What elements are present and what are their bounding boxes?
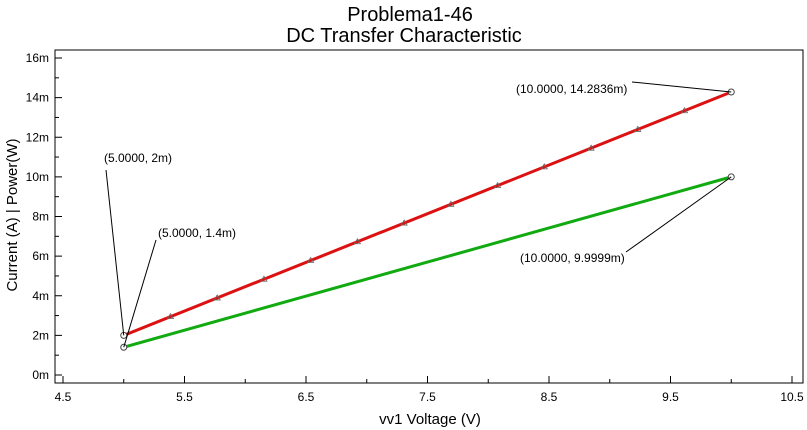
chart-title: Problema1-46 <box>347 4 473 26</box>
series-marker <box>260 275 268 282</box>
y-tick-label: 16m <box>26 51 49 65</box>
annotation-leader <box>123 239 157 348</box>
plot-area <box>54 49 804 384</box>
series-marker <box>493 181 502 189</box>
annotation-layer: (10.0000, 14.2836m) (5.0000, 2m) (5.0000, … <box>104 81 732 348</box>
x-tick-label: 10.5 <box>780 390 804 404</box>
series-line-1 <box>123 90 732 337</box>
x-tick-label: 6.5 <box>298 390 315 404</box>
series-marker <box>213 294 221 301</box>
annotation-leader <box>625 176 732 253</box>
series-marker <box>306 256 315 263</box>
x-axis-label: vv1 Voltage (V) <box>379 411 481 428</box>
y-tick-label: 10m <box>26 170 49 184</box>
series-marker <box>400 219 408 226</box>
y-tick-label: 4m <box>32 289 49 303</box>
annotation-leader <box>631 81 732 93</box>
series-marker <box>587 144 595 151</box>
x-tick-label: 7.5 <box>419 390 436 404</box>
y-tick-label: 8m <box>32 210 49 224</box>
y-axis-label: Current (A) | Power(W) <box>4 138 21 291</box>
x-tick-label: 4.5 <box>55 390 72 404</box>
annotation-leader <box>105 169 125 336</box>
y-tick-label: 14m <box>26 91 49 105</box>
series-marker <box>447 200 455 207</box>
annotation-label: (5.0000, 2m) <box>104 151 172 165</box>
y-tick-label: 12m <box>26 130 49 144</box>
annotation-label: (5.0000, 1.4m) <box>158 226 236 240</box>
y-tick-label: 6m <box>32 249 49 263</box>
x-axis: 4.5 5.5 6.5 7.5 8.5 9.5 10.5 <box>55 376 804 404</box>
x-tick-label: 9.5 <box>662 390 679 404</box>
annotation-label: (10.0000, 14.2836m) <box>516 82 627 96</box>
series-marker <box>634 125 642 132</box>
series-line-2 <box>123 175 732 349</box>
series-marker <box>166 312 175 320</box>
series-marker <box>540 163 549 170</box>
chart-subtitle: DC Transfer Characteristic <box>286 25 522 47</box>
y-tick-label: 2m <box>32 328 49 342</box>
series-marker <box>680 106 689 114</box>
y-axis: 0m 2m 4m 6m 8m 10m 12m 14m 16m <box>26 51 62 382</box>
y-tick-label: 0m <box>32 368 49 382</box>
x-tick-label: 8.5 <box>541 390 558 404</box>
x-tick-label: 5.5 <box>176 390 193 404</box>
annotation-label: (10.0000, 9.9999m) <box>520 251 625 265</box>
series-marker <box>353 237 362 245</box>
